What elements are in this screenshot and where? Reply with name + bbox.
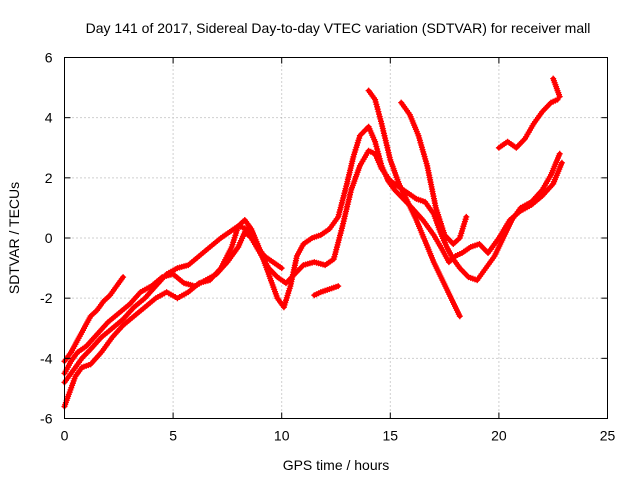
plot-frame [64, 57, 608, 419]
x-axis-tick-labels: 0 5 10 15 20 25 [61, 428, 616, 444]
series-7 [495, 96, 561, 151]
y-axis-label: SDTVAR / TECUs [6, 182, 22, 294]
y-tick-label: 2 [45, 170, 53, 186]
series-8 [550, 75, 563, 100]
series-2 [61, 147, 563, 377]
y-tick-label: 6 [45, 50, 53, 66]
x-tick-label: 25 [600, 428, 616, 444]
x-axis-label: GPS time / hours [283, 457, 390, 473]
x-tick-label: 10 [274, 428, 290, 444]
series-6-trace [398, 100, 469, 247]
y-tick-label: 0 [45, 230, 53, 246]
series-5 [365, 87, 463, 320]
y-tick-label: 4 [45, 110, 53, 126]
x-tick-label: 5 [169, 428, 177, 444]
series-6-markers [398, 99, 470, 247]
series-6 [398, 99, 470, 247]
x-tick-label: 20 [491, 428, 507, 444]
y-tick-label: -6 [40, 411, 53, 427]
series-9-markers [311, 283, 342, 299]
series-5-markers [365, 87, 463, 320]
chart-title: Day 141 of 2017, Sidereal Day-to-day VTE… [86, 20, 591, 36]
series-4 [61, 274, 127, 365]
grid [64, 57, 608, 419]
y-axis-tick-labels: -6 -4 -2 0 2 4 6 [40, 50, 53, 427]
series-8-markers [550, 75, 563, 100]
series-2-markers [61, 147, 563, 377]
axis-ticks [64, 57, 608, 419]
x-tick-label: 0 [61, 428, 69, 444]
x-tick-label: 15 [383, 428, 399, 444]
series-4-markers [61, 274, 127, 365]
series-9 [311, 283, 342, 299]
y-tick-label: -4 [40, 350, 53, 366]
data-series [61, 75, 565, 410]
series-7-markers [495, 96, 561, 151]
y-tick-label: -2 [40, 290, 53, 306]
